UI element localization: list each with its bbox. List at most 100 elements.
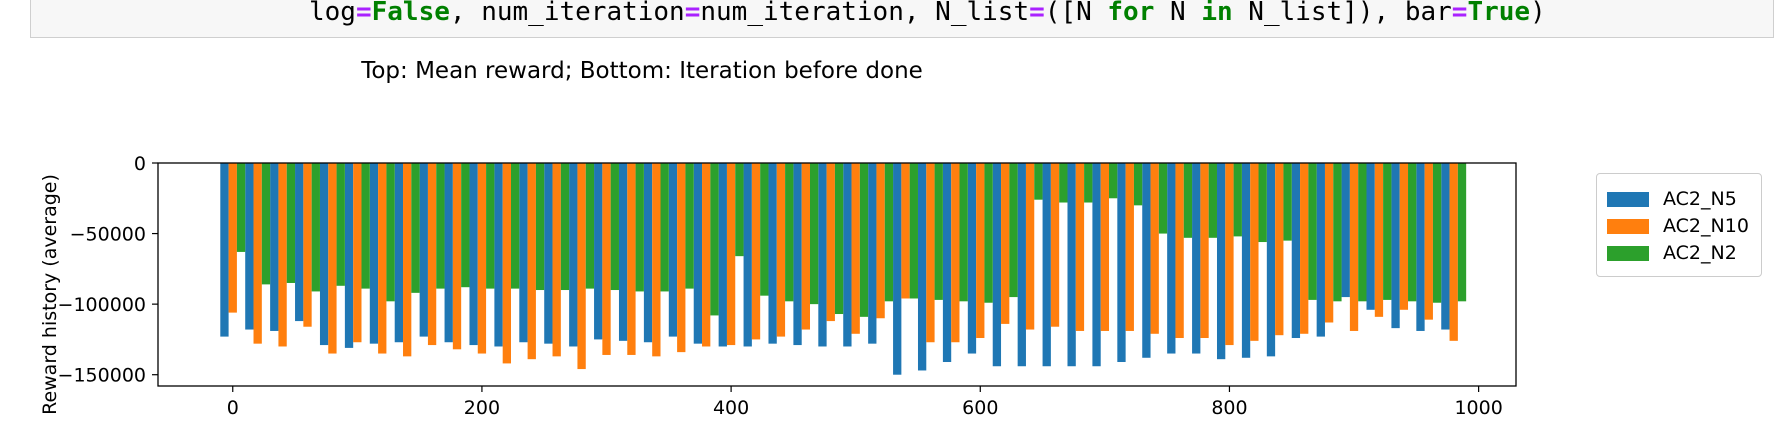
y-tick-label: −50000 <box>70 224 146 246</box>
code-line: log=False, num_iteration=num_iteration, … <box>309 0 1546 27</box>
bar-ac2-n10 <box>876 163 885 319</box>
bar-ac2-n5 <box>1192 163 1201 354</box>
bar-ac2-n10 <box>702 163 711 347</box>
bar-ac2-n2 <box>1158 163 1168 234</box>
x-tick-label: 400 <box>713 397 749 419</box>
bar-ac2-n10 <box>1275 163 1284 336</box>
bar-ac2-n5 <box>344 163 354 348</box>
x-tick-label: 600 <box>962 397 998 419</box>
legend-swatch-ac2-n5 <box>1607 191 1649 207</box>
bar-ac2-n2 <box>1457 163 1467 302</box>
bar-ac2-n5 <box>818 163 827 347</box>
bar-ac2-n10 <box>303 163 312 327</box>
bar-ac2-n10 <box>602 163 611 355</box>
bar-ac2-n10 <box>253 163 262 344</box>
bar-ac2-n10 <box>278 163 287 347</box>
bar-ac2-n2 <box>1233 163 1242 237</box>
bar-ac2-n2 <box>635 163 644 292</box>
bar-ac2-n5 <box>1167 163 1176 354</box>
bar-ac2-n5 <box>295 163 304 322</box>
code-token: = <box>355 0 372 27</box>
bar-ac2-n10 <box>851 163 860 334</box>
bar-ac2-n5 <box>1017 163 1026 367</box>
bar-ac2-n2 <box>1432 163 1442 303</box>
bar-ac2-n2 <box>585 163 595 289</box>
bar-ac2-n2 <box>934 163 943 300</box>
bar-ac2-n5 <box>843 163 852 347</box>
bar-ac2-n2 <box>834 163 844 315</box>
legend-swatch-ac2-n10 <box>1607 218 1649 234</box>
code-token: , num_iteration <box>449 0 685 27</box>
bar-ac2-n5 <box>369 163 379 344</box>
y-axis-label: Reward history (average) <box>39 174 61 415</box>
bar-ac2-n5 <box>1341 163 1350 298</box>
x-tick-label: 1000 <box>1454 397 1502 419</box>
bar-ac2-n5 <box>220 163 229 337</box>
legend-item-ac2-n2: AC2_N2 <box>1607 239 1737 267</box>
bar-ac2-n2 <box>1408 163 1417 302</box>
bar-ac2-n2 <box>1258 163 1267 243</box>
bar-ac2-n5 <box>1291 163 1301 339</box>
bar-ac2-n5 <box>594 163 603 340</box>
bar-ac2-n5 <box>1142 163 1151 358</box>
x-tick-label: 200 <box>464 397 500 419</box>
bar-ac2-n2 <box>909 163 918 299</box>
bar-ac2-n10 <box>1449 163 1458 341</box>
bar-ac2-n10 <box>1349 163 1359 331</box>
bar-ac2-n2 <box>261 163 271 285</box>
code-cell[interactable]: log=False, num_iteration=num_iteration, … <box>30 0 1774 38</box>
bar-ac2-n5 <box>419 163 428 337</box>
code-token: log <box>309 0 356 27</box>
bar-ac2-n10 <box>353 163 362 343</box>
bar-ac2-n10 <box>1399 163 1409 310</box>
y-tick-label: −150000 <box>58 365 146 387</box>
bar-ac2-n5 <box>668 163 678 337</box>
bar-ac2-n2 <box>361 163 370 289</box>
bar-ac2-n2 <box>959 163 968 302</box>
bar-ac2-n2 <box>436 163 445 289</box>
bar-ac2-n5 <box>569 163 578 347</box>
bar-ac2-n10 <box>228 163 237 313</box>
bar-ac2-n5 <box>893 163 902 375</box>
bar-ac2-n2 <box>1133 163 1143 206</box>
code-token: ([N <box>1044 0 1108 27</box>
bar-ac2-n2 <box>1009 163 1018 298</box>
legend-label-ac2-n2: AC2_N2 <box>1663 242 1737 264</box>
bar-ac2-n5 <box>992 163 1002 367</box>
bar-ac2-n10 <box>826 163 835 322</box>
code-token: = <box>1029 0 1045 27</box>
code-token: for <box>1107 0 1155 27</box>
bar-ac2-n10 <box>1100 163 1110 331</box>
bar-ac2-n2 <box>610 163 619 291</box>
bar-ac2-n2 <box>1059 163 1068 203</box>
figure-title: Top: Mean reward; Bottom: Iteration befo… <box>361 58 923 84</box>
bar-ac2-n2 <box>1308 163 1317 300</box>
bar-ac2-n10 <box>378 163 387 354</box>
bar-ac2-n10 <box>1300 163 1309 334</box>
bar-ac2-n2 <box>510 163 520 289</box>
code-token: False <box>371 0 450 27</box>
bar-ac2-n10 <box>328 163 337 354</box>
bar-ac2-n5 <box>444 163 453 343</box>
bar-ac2-n2 <box>461 163 470 288</box>
bar-ac2-n10 <box>527 163 536 360</box>
bar-ac2-n2 <box>286 163 296 283</box>
bar-ac2-n10 <box>552 163 561 357</box>
code-token: num_iteration, N_list <box>700 0 1030 27</box>
bar-ac2-n10 <box>751 163 761 340</box>
bar-ac2-n10 <box>452 163 462 350</box>
bar-ac2-n5 <box>1316 163 1325 337</box>
bar-ac2-n5 <box>693 163 703 344</box>
bar-ac2-n10 <box>477 163 487 354</box>
chart-legend: AC2_N5 AC2_N10 AC2_N2 <box>1596 173 1762 277</box>
bar-ac2-n5 <box>868 163 877 344</box>
legend-item-ac2-n10: AC2_N10 <box>1607 212 1749 240</box>
y-tick-label: −100000 <box>58 294 146 316</box>
bar-ac2-n10 <box>1374 163 1384 317</box>
bar-ac2-n10 <box>502 163 511 364</box>
bar-ac2-n10 <box>1250 163 1259 341</box>
bar-ac2-n5 <box>917 163 927 371</box>
bar-ac2-n5 <box>1391 163 1400 329</box>
bar-ac2-n5 <box>793 163 802 346</box>
